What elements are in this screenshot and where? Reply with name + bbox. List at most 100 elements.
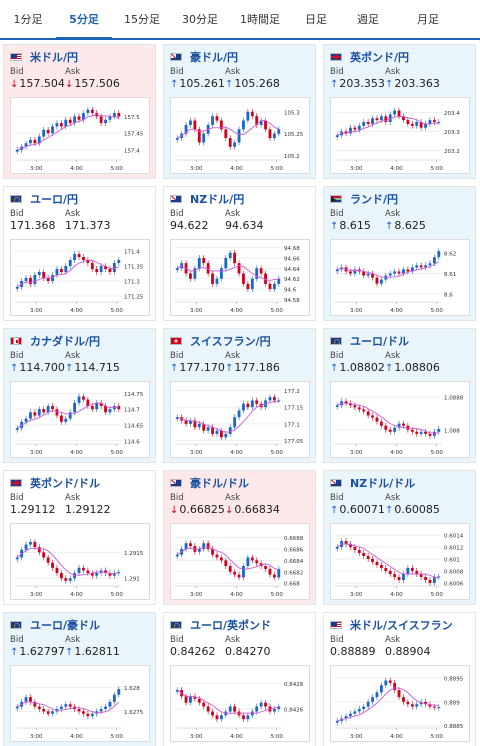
rate-card[interactable]: ユーロ/英ポンド Bid Ask 0.84262 0.84270 0.8428 0.8426…: [163, 612, 316, 746]
candle-body: [388, 571, 392, 574]
y-tick-label: 105.25: [284, 132, 304, 138]
rate-card[interactable]: NZドル/ドル Bid Ask ↑0.60071 ↑0.60085 0.6014 0.601…: [323, 470, 476, 605]
currency-pair-name[interactable]: 英ポンド/ドル: [30, 477, 101, 490]
currency-pair-name[interactable]: カナダドル/円: [30, 335, 101, 348]
rate-card[interactable]: 豪ドル/ドル Bid Ask ↓0.66825 ↓0.66834 0.6688 0.6686…: [163, 470, 316, 605]
currency-pair-name[interactable]: 豪ドル/ドル: [190, 477, 250, 490]
price-chart[interactable]: 203.4 203.3 203.2 3:00 4:00 5:00: [330, 97, 470, 174]
candle-body: [59, 573, 63, 579]
candle-body: [224, 560, 228, 567]
x-tick-label: 3:00: [190, 450, 203, 456]
candle-body: [228, 706, 232, 712]
price-chart[interactable]: 0.8428 0.8426 3:00 4:00 5:00: [170, 665, 310, 742]
candle-body: [228, 138, 232, 147]
candle-body: [202, 543, 206, 549]
price-chart[interactable]: 94.68 94.66 94.64 94.62 94.6 94.58 3:00 4:00 5:0…: [170, 239, 310, 316]
currency-pair-name[interactable]: ユーロ/円: [30, 193, 79, 206]
tab-3[interactable]: 30分足: [182, 13, 218, 26]
bid-price: 177.170: [179, 361, 225, 374]
candle-body: [264, 120, 267, 130]
candle-body: [189, 420, 192, 424]
currency-pair-name[interactable]: 英ポンド/円: [350, 51, 410, 64]
arrow-down-icon: ↓: [10, 79, 19, 90]
ca-jp-flag-icon: [10, 337, 22, 345]
y-tick-label: 157.5: [124, 115, 140, 121]
tab-1[interactable]: 5分足: [56, 0, 112, 40]
card-header: ランド/円: [330, 191, 398, 207]
candle-body: [388, 680, 392, 683]
candle-body: [366, 273, 370, 276]
tab-7[interactable]: 月足: [417, 13, 439, 26]
tab-2[interactable]: 15分足: [124, 13, 160, 26]
candle-body: [402, 574, 405, 580]
candle-body: [86, 260, 90, 263]
price-chart[interactable]: 1.628 1.6275 3:00 4:00 5:00: [10, 665, 150, 742]
ask-label: Ask: [65, 493, 81, 503]
candle-body: [272, 709, 276, 712]
currency-pair-name[interactable]: ランド/円: [350, 193, 399, 206]
price-chart[interactable]: 171.4 171.35 171.3 171.25 3:00 4:00 5:00: [10, 239, 150, 316]
currency-pair-name[interactable]: ユーロ/ドル: [350, 335, 410, 348]
rate-card[interactable]: ユーロ/円 Bid Ask 171.368 171.373 171.4 171.35 171.…: [3, 186, 156, 321]
candle-body: [362, 706, 366, 709]
tab-4[interactable]: 1時間足: [240, 13, 280, 26]
candle-body: [242, 715, 245, 720]
rate-card[interactable]: ユーロ/豪ドル Bid Ask ↑1.62797 ↑1.62811 1.628 1.6275…: [3, 612, 156, 746]
currency-pair-name[interactable]: NZドル/円: [190, 193, 245, 206]
candle-body: [246, 403, 250, 408]
rate-card[interactable]: カナダドル/円 Bid Ask ↑114.700 ↑114.715 114.75 114.7…: [3, 328, 156, 463]
price-chart[interactable]: 0.8895 0.889 0.8885 3:00 4:00 5:00: [330, 665, 470, 742]
price-chart[interactable]: 157.5 157.45 157.4 3:00 4:00 5:00: [10, 97, 150, 174]
currency-pair-name[interactable]: 米ドル/円: [30, 51, 79, 64]
ask-label: Ask: [225, 351, 241, 361]
candle-body: [255, 560, 259, 564]
tab-0[interactable]: 1分足: [13, 13, 43, 26]
price-chart[interactable]: 1.2915 1.291 3:00 4:00 5:00: [10, 523, 150, 600]
price-chart[interactable]: 0.6014 0.6012 0.601 0.6008 0.6006 3:00 4:00 5:0…: [330, 523, 470, 600]
candle-body: [46, 129, 50, 134]
rate-card[interactable]: ユーロ/ドル Bid Ask ↑1.08802 ↑1.08806 1.0888 1.088 3…: [323, 328, 476, 463]
price-chart[interactable]: 8.62 8.61 8.6 3:00 4:00 5:00: [330, 239, 470, 316]
price-chart[interactable]: 1.0888 1.088 3:00 4:00 5:00: [330, 381, 470, 458]
price-chart[interactable]: 114.75 114.7 114.65 114.6 3:00 4:00 5:00: [10, 381, 150, 458]
candle-body: [29, 697, 32, 702]
y-tick-label: 203.4: [444, 111, 460, 117]
currency-pair-name[interactable]: 豪ドル/円: [190, 51, 239, 64]
card-header: 豪ドル/円: [170, 49, 238, 65]
candle-body: [189, 696, 192, 703]
currency-pair-name[interactable]: 米ドル/スイスフラン: [350, 619, 453, 632]
price-chart[interactable]: 177.2 177.15 177.1 177.05 3:00 4:00 5:00: [170, 381, 310, 458]
currency-pair-name[interactable]: NZドル/ドル: [350, 477, 416, 490]
x-tick-label: 4:00: [390, 308, 403, 314]
chart-svg: 0.8895 0.889 0.8885 3:00 4:00 5:00: [335, 677, 464, 740]
ask-price: 0.88904: [385, 645, 431, 658]
rate-card[interactable]: NZドル/円 Bid Ask 94.622 94.634 94.68 94.66 94.64 9…: [163, 186, 316, 321]
currency-pair-name[interactable]: ユーロ/英ポンド: [190, 619, 272, 632]
price-chart[interactable]: 0.6688 0.6686 0.6684 0.6682 0.668 3:00 4:00 5:0…: [170, 523, 310, 600]
bid-value: ↑114.700: [10, 361, 65, 374]
rate-card[interactable]: 英ポンド/円 Bid Ask ↑203.353 ↑203.363 203.4 203.3 20…: [323, 44, 476, 179]
candle-body: [246, 715, 250, 720]
candle-body: [64, 266, 68, 272]
moving-average-line: [337, 116, 439, 136]
currency-pair-name[interactable]: ユーロ/豪ドル: [30, 619, 101, 632]
candle-body: [437, 707, 441, 709]
candle-body: [379, 565, 383, 568]
us-ch-flag-icon: [330, 621, 342, 629]
moving-average-line: [16, 259, 119, 288]
moving-average-line: [177, 401, 279, 433]
candle-body: [349, 713, 352, 717]
tab-6[interactable]: 週足: [357, 13, 379, 26]
tab-5[interactable]: 日足: [305, 13, 327, 26]
rate-card[interactable]: スイスフラン/円 Bid Ask ↑177.170 ↑177.186 177.2 177.1…: [163, 328, 316, 463]
ask-label: Ask: [385, 351, 401, 361]
candle-body: [228, 252, 232, 258]
rate-card[interactable]: ランド/円 Bid Ask ↑8.615 ↑8.625 8.62 8.61 8.6 3:00 4:…: [323, 186, 476, 321]
rate-card[interactable]: 豪ドル/円 Bid Ask ↑105.261 ↑105.268 105.3 105.25 10…: [163, 44, 316, 179]
currency-pair-name[interactable]: スイスフラン/円: [190, 335, 271, 348]
rate-card[interactable]: 英ポンド/ドル Bid Ask 1.29112 1.29122 1.2915 1.291 3:…: [3, 470, 156, 605]
rate-card[interactable]: 米ドル/円 Bid Ask ↓157.504 ↓157.506 157.5 157.45 15…: [3, 44, 156, 179]
price-chart[interactable]: 105.3 105.25 105.2 3:00 4:00 5:00: [170, 97, 310, 174]
moving-average-line: [16, 402, 119, 429]
rate-card[interactable]: 米ドル/スイスフラン Bid Ask 0.88889 0.88904 0.8895 0.88…: [323, 612, 476, 746]
